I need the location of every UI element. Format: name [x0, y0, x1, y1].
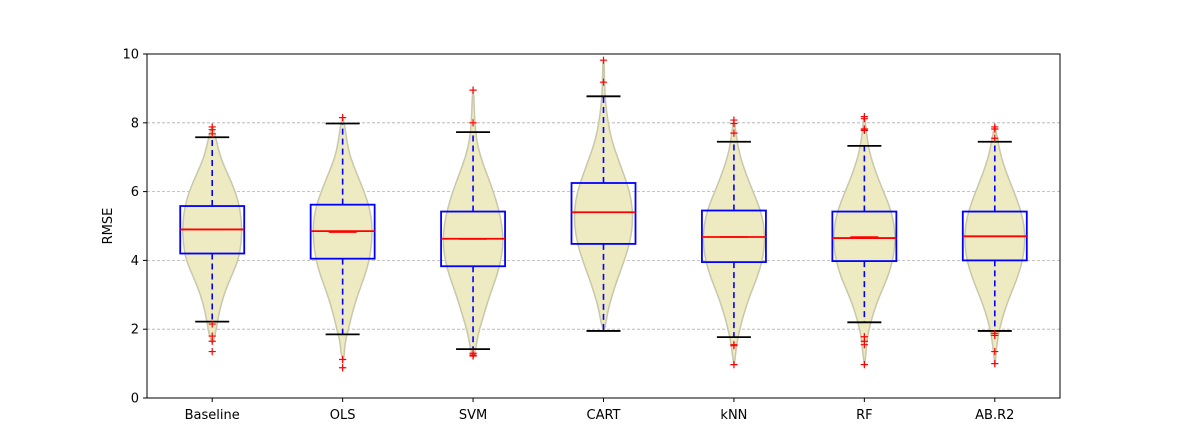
x-tick-label: AB.R2 — [975, 408, 1014, 423]
box — [831, 210, 898, 262]
x-tick-label: CART — [587, 408, 621, 423]
outlier-point — [339, 355, 347, 364]
outlier-point — [991, 347, 999, 356]
violin — [964, 126, 1026, 365]
outlier-point — [860, 361, 868, 369]
outlier-point — [469, 119, 477, 127]
x-tick-label: SVM — [459, 408, 487, 423]
outlier-point — [991, 125, 999, 133]
outlier-point — [730, 361, 738, 369]
x-tick-label: OLS — [330, 408, 356, 423]
y-tick-label: 6 — [131, 185, 139, 200]
x-tick-label: kNN — [720, 408, 747, 423]
x-tick-label: Baseline — [185, 408, 240, 423]
outlier-point — [469, 86, 477, 94]
boxplots — [179, 56, 1028, 372]
box — [570, 182, 637, 245]
outlier-point — [860, 115, 868, 123]
outlier-point — [860, 126, 868, 134]
outlier-point — [991, 360, 999, 368]
y-axis-label: RMSE — [101, 208, 116, 245]
outlier-point — [730, 119, 738, 128]
violin — [833, 116, 896, 366]
outlier-point — [339, 114, 347, 122]
x-tick-label: RF — [856, 408, 873, 423]
outlier-point — [991, 134, 999, 142]
y-tick-label: 2 — [131, 323, 139, 338]
violins — [182, 60, 1026, 366]
outlier-point — [208, 337, 216, 345]
outlier-point — [730, 342, 738, 350]
y-axis-ticks: 0 2 4 6 8 10 — [122, 48, 147, 407]
y-tick-label: 0 — [131, 392, 139, 407]
outlier-point — [599, 78, 608, 86]
outlier-point — [208, 347, 216, 356]
outlier-point — [339, 364, 347, 372]
x-axis-ticks: Baseline OLS SVM CART kNN RF AB.R2 — [185, 398, 1014, 423]
y-tick-label: 8 — [131, 116, 139, 131]
outlier-point — [599, 56, 608, 64]
outlier-point — [730, 129, 738, 137]
y-tick-label: 10 — [122, 48, 139, 63]
outlier-point — [860, 341, 868, 349]
outlier-point — [208, 320, 216, 328]
y-tick-label: 4 — [131, 254, 139, 269]
outlier-point — [208, 130, 216, 138]
outlier-point — [469, 352, 477, 360]
outlier-point — [991, 331, 999, 339]
